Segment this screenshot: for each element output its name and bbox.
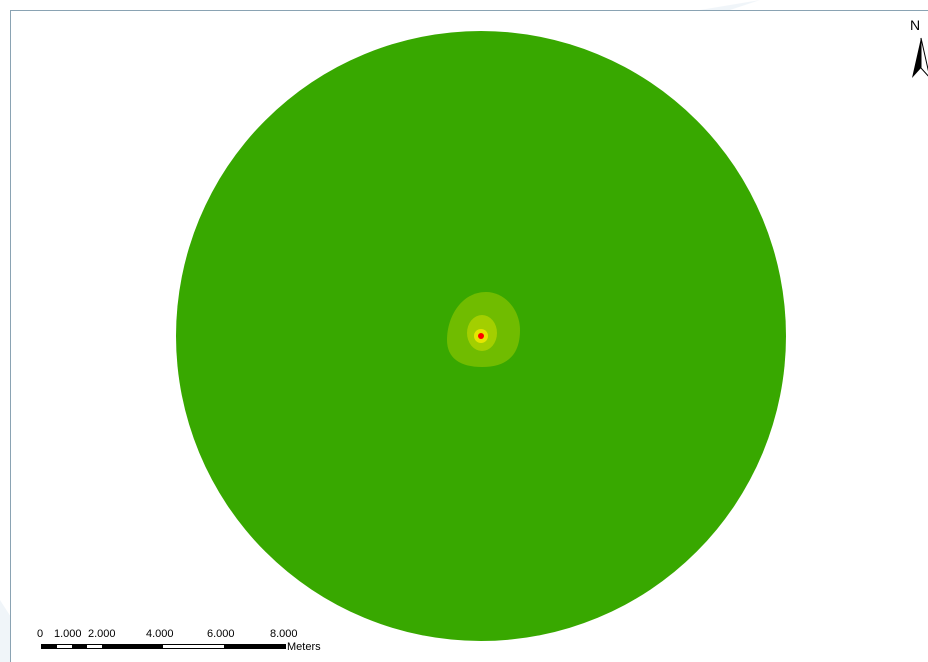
scale-segment bbox=[42, 645, 57, 648]
scale-segment bbox=[224, 645, 285, 648]
scale-label-0: 0 bbox=[37, 628, 44, 640]
scale-bar: 0 1.000 2.000 4.000 6.000 8.000 Meters bbox=[34, 628, 354, 658]
center-point bbox=[478, 333, 484, 339]
north-arrow: N bbox=[910, 18, 928, 80]
scale-label-8000: 8.000 bbox=[270, 628, 298, 640]
scale-segment bbox=[102, 645, 163, 648]
north-arrow-icon bbox=[912, 37, 928, 78]
scale-segment bbox=[87, 645, 102, 648]
scale-label-6000: 6.000 bbox=[207, 628, 235, 640]
scale-segment bbox=[163, 645, 224, 648]
scale-units: Meters bbox=[287, 641, 321, 653]
scale-segment bbox=[72, 645, 87, 648]
scale-label-4000: 4.000 bbox=[146, 628, 174, 640]
scale-bar-graphic bbox=[41, 644, 286, 649]
scale-label-2000: 2.000 bbox=[88, 628, 116, 640]
scale-segment bbox=[57, 645, 72, 648]
north-letter: N bbox=[910, 17, 921, 33]
scale-label-1000: 1.000 bbox=[54, 628, 82, 640]
